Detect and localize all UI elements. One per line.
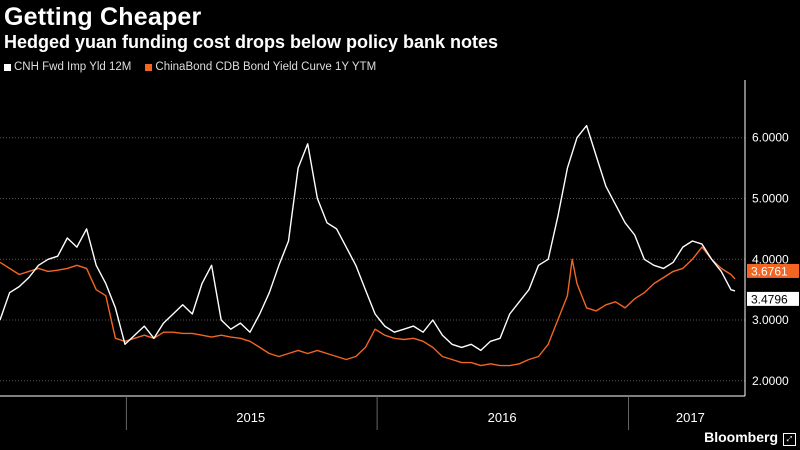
legend-item-cnh: CNH Fwd Imp Yld 12M bbox=[4, 61, 131, 73]
x-tick-label: 2016 bbox=[488, 410, 517, 425]
chart-title: Getting Cheaper bbox=[4, 3, 202, 31]
last-value-badge-chinabond bbox=[747, 263, 799, 278]
y-tick-label: 2.0000 bbox=[752, 374, 789, 388]
last-value-badge-cnh bbox=[747, 291, 799, 306]
chart-subtitle: Hedged yuan funding cost drops below pol… bbox=[4, 32, 499, 52]
last-value-label-chinabond: 3.6761 bbox=[751, 264, 788, 278]
y-tick-label: 5.0000 bbox=[752, 192, 789, 206]
series-line-cnh bbox=[0, 124, 736, 352]
legend-swatch-chinabond bbox=[145, 63, 153, 71]
expand-icon[interactable]: ⤢ bbox=[783, 433, 796, 446]
legend-label-chinabond: ChinaBond CDB Bond Yield Curve 1Y YTM bbox=[155, 61, 377, 73]
line-chart: 2.0000 3.0000 4.0000 5.0000 6.0000 2015 2016 20… bbox=[0, 80, 799, 430]
bloomberg-logo: Bloomberg bbox=[704, 429, 778, 445]
legend-swatch-cnh bbox=[4, 63, 11, 71]
series-line-chinabond bbox=[0, 246, 736, 367]
x-tick-label: 2015 bbox=[236, 410, 265, 425]
y-tick-label: 4.0000 bbox=[752, 252, 789, 266]
legend-label-cnh: CNH Fwd Imp Yld 12M bbox=[14, 61, 132, 73]
y-tick-label: 3.0000 bbox=[752, 313, 789, 327]
legend-item-chinabond: ChinaBond CDB Bond Yield Curve 1Y YTM bbox=[145, 61, 376, 73]
legend: CNH Fwd Imp Yld 12M ChinaBond CDB Bond Y… bbox=[4, 61, 376, 73]
y-tick-label: 6.0000 bbox=[752, 131, 789, 145]
x-tick-label: 2017 bbox=[676, 410, 705, 425]
last-value-label-cnh: 3.4796 bbox=[751, 292, 788, 306]
